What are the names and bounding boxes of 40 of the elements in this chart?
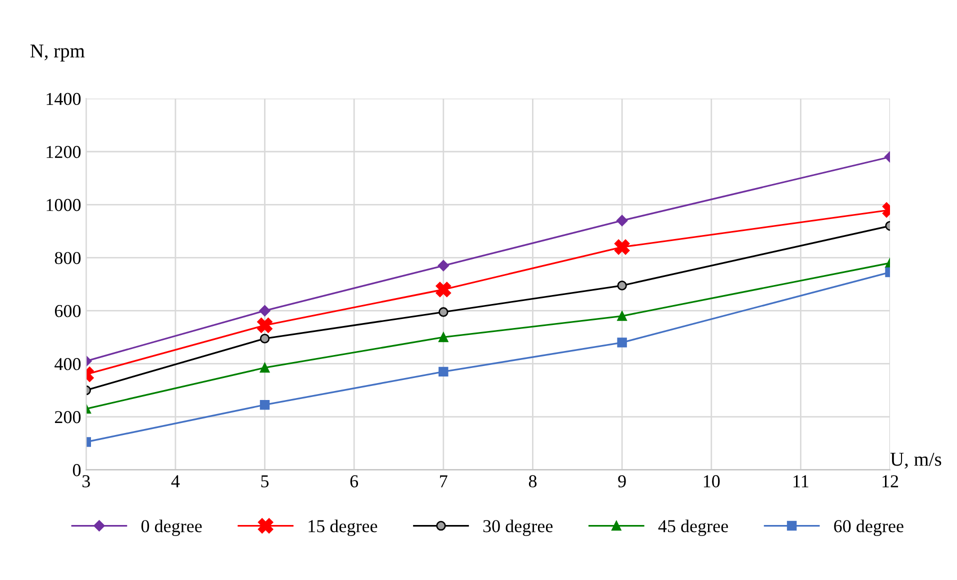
x-tick-label: 11 [794,475,808,488]
point [259,305,270,316]
point [438,260,450,272]
point [617,280,627,290]
point [260,334,270,344]
point [438,332,448,342]
x-axis-title: U, m/s [890,452,942,469]
y-tick-label: 400 [54,358,81,370]
y-tick-label: 600 [54,304,81,318]
x-tick-label: 7 [440,475,448,488]
x-tick-label: 12 [882,475,898,488]
legend-label: 60 degree [834,520,904,536]
point [257,318,272,333]
y-tick-label: 800 [54,252,81,264]
point [260,362,270,373]
y-tick-label: 200 [54,411,81,424]
y-tick-label: 1200 [46,146,81,158]
x-tick-label: 6 [350,475,358,488]
legend-label: 0 degree [141,520,202,536]
x-tick-label: 9 [618,475,626,488]
x-tick-label: 5 [261,475,269,488]
legend-label: 30 degree [483,520,553,536]
x-tick-label: 3 [82,475,90,488]
point [617,338,627,348]
point [436,282,452,298]
x-tick-label: 10 [704,475,720,488]
legend-label: 45 degree [658,520,728,536]
y-tick-label: 1000 [46,198,81,212]
point [438,307,448,317]
y-axis-title: N, rpm [30,44,85,62]
point [614,239,630,255]
y-tick-label: 0 [72,464,81,476]
point [260,400,270,410]
point [616,214,628,226]
point [438,366,448,377]
legend-label: 15 degree [308,520,378,536]
x-tick-label: 8 [528,475,537,488]
y-tick-label: 1400 [46,92,81,106]
point [617,311,627,321]
x-tick-label: 4 [171,475,180,488]
